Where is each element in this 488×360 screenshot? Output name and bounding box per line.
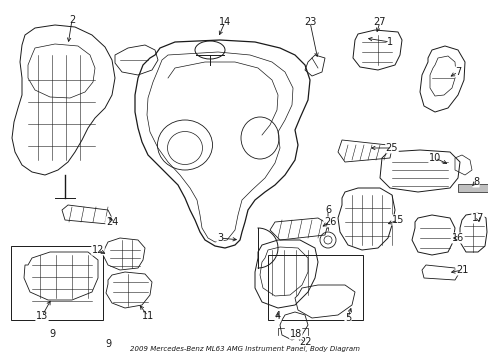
Text: 6: 6	[324, 205, 330, 215]
Text: 13: 13	[36, 311, 48, 321]
Text: 24: 24	[105, 217, 118, 227]
Text: 23: 23	[303, 17, 316, 27]
Text: 9: 9	[105, 339, 111, 349]
Text: 21: 21	[455, 265, 467, 275]
Text: 14: 14	[219, 17, 231, 27]
Text: 2: 2	[69, 15, 75, 25]
Text: 18: 18	[289, 329, 302, 339]
Text: 17: 17	[471, 213, 483, 223]
Text: 1: 1	[386, 37, 392, 47]
Text: 7: 7	[454, 67, 460, 77]
Text: 25: 25	[385, 143, 397, 153]
Text: 5: 5	[344, 313, 350, 323]
Text: 4: 4	[274, 311, 281, 321]
Text: 10: 10	[428, 153, 440, 163]
Text: 27: 27	[373, 17, 386, 27]
Text: 22: 22	[298, 337, 311, 347]
Bar	[457, 184, 487, 192]
Text: 9: 9	[50, 329, 56, 339]
Text: 8: 8	[472, 177, 478, 187]
Text: 2009 Mercedes-Benz ML63 AMG Instrument Panel, Body Diagram: 2009 Mercedes-Benz ML63 AMG Instrument P…	[129, 346, 359, 352]
Text: 26: 26	[323, 217, 336, 227]
Text: 12: 12	[92, 245, 104, 255]
Text: 16: 16	[451, 233, 463, 243]
Text: 11: 11	[142, 311, 154, 321]
Bar	[11, 246, 102, 320]
Text: 3: 3	[217, 233, 223, 243]
Bar	[267, 255, 362, 320]
Text: 15: 15	[391, 215, 404, 225]
